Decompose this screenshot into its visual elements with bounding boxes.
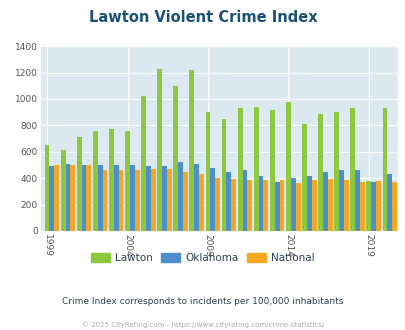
Bar <box>54 165 59 231</box>
Bar <box>109 129 113 231</box>
Bar <box>322 172 327 231</box>
Bar <box>61 150 65 231</box>
Bar <box>146 166 151 231</box>
Bar <box>77 137 81 231</box>
Bar <box>333 112 338 231</box>
Bar <box>189 70 194 231</box>
Bar <box>198 174 203 231</box>
Bar <box>338 170 343 231</box>
Bar <box>274 182 279 231</box>
Bar <box>215 178 220 231</box>
Bar <box>327 179 332 231</box>
Bar <box>343 180 348 231</box>
Text: Crime Index corresponds to incidents per 100,000 inhabitants: Crime Index corresponds to incidents per… <box>62 297 343 306</box>
Bar <box>237 108 242 231</box>
Bar <box>178 162 183 231</box>
Bar <box>65 164 70 231</box>
Legend: Lawton, Oklahoma, National: Lawton, Oklahoma, National <box>87 249 318 267</box>
Bar <box>102 170 107 231</box>
Bar <box>306 176 311 231</box>
Bar <box>366 181 371 231</box>
Bar <box>166 169 171 231</box>
Bar <box>311 180 316 231</box>
Text: Lawton Violent Crime Index: Lawton Violent Crime Index <box>88 10 317 25</box>
Bar <box>286 102 290 231</box>
Bar <box>125 131 130 231</box>
Bar <box>49 166 54 231</box>
Bar <box>371 182 375 231</box>
Bar <box>295 183 300 231</box>
Bar <box>359 182 364 231</box>
Bar <box>391 182 396 231</box>
Bar <box>386 174 391 231</box>
Bar <box>221 119 226 231</box>
Bar <box>253 107 258 231</box>
Bar <box>242 170 247 231</box>
Bar <box>290 178 295 231</box>
Bar <box>151 169 155 231</box>
Bar <box>98 165 102 231</box>
Bar <box>70 165 75 231</box>
Bar <box>141 96 146 231</box>
Bar <box>350 108 354 231</box>
Bar <box>247 180 252 231</box>
Bar <box>93 131 98 231</box>
Bar <box>183 172 188 231</box>
Bar <box>354 170 359 231</box>
Bar <box>162 166 166 231</box>
Bar <box>130 165 134 231</box>
Bar <box>157 69 162 231</box>
Text: © 2025 CityRating.com - https://www.cityrating.com/crime-statistics/: © 2025 CityRating.com - https://www.city… <box>82 322 323 328</box>
Bar <box>173 86 178 231</box>
Bar <box>258 176 263 231</box>
Bar <box>118 170 123 231</box>
Bar <box>375 181 380 231</box>
Bar <box>86 165 91 231</box>
Bar <box>269 110 274 231</box>
Bar <box>318 114 322 231</box>
Bar <box>134 170 139 231</box>
Bar <box>205 112 210 231</box>
Bar <box>81 165 86 231</box>
Bar <box>194 164 198 231</box>
Bar <box>226 172 231 231</box>
Bar <box>279 180 284 231</box>
Bar <box>113 165 118 231</box>
Bar <box>45 145 49 231</box>
Bar <box>210 168 215 231</box>
Bar <box>301 124 306 231</box>
Bar <box>382 108 386 231</box>
Bar <box>231 179 236 231</box>
Bar <box>263 180 268 231</box>
